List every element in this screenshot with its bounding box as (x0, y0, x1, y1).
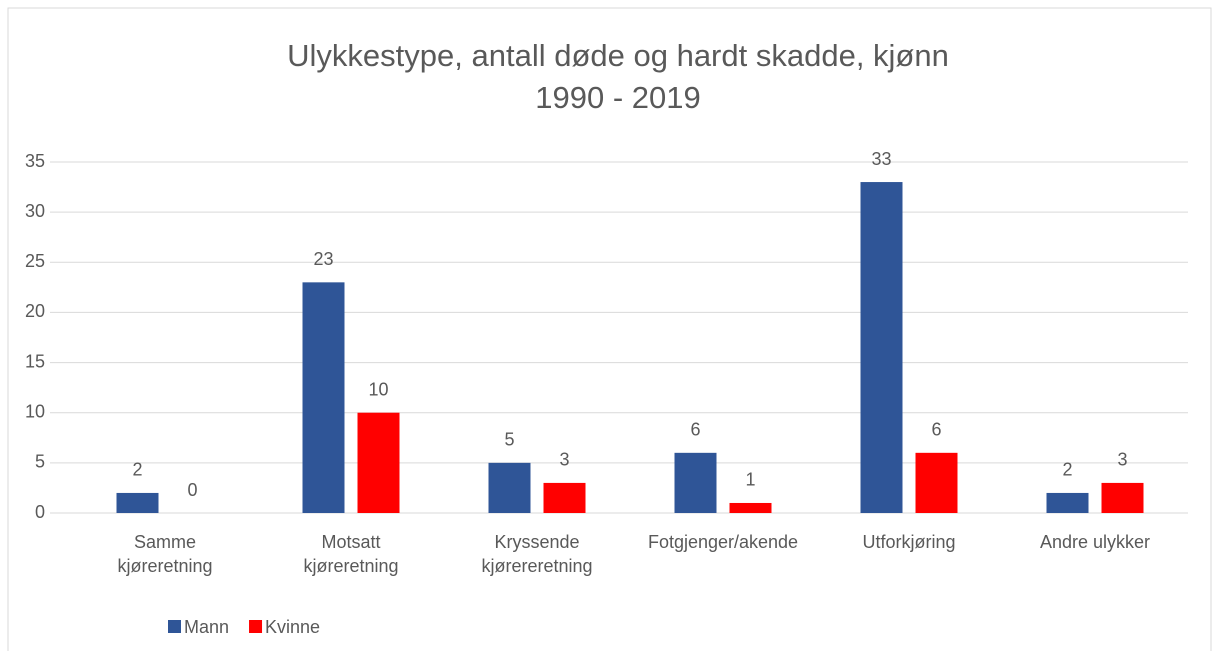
data-label: 6 (931, 420, 941, 440)
data-label: 10 (368, 379, 388, 399)
y-tick-label: 35 (25, 151, 45, 171)
bar (357, 412, 400, 513)
bar (543, 482, 586, 513)
data-label: 23 (313, 249, 333, 269)
y-tick-label: 10 (25, 401, 45, 421)
chart-title: 1990 - 2019 (535, 80, 700, 115)
x-tick-label: Samme kjøreretning (117, 532, 213, 576)
data-label: 33 (871, 149, 891, 169)
bar (1046, 492, 1089, 513)
x-tick-label: Fotgjenger/akende (647, 532, 799, 552)
bar (302, 282, 345, 513)
legend-swatch (249, 620, 263, 633)
chart-border (7, 7, 1212, 651)
data-label: 3 (1117, 450, 1127, 470)
bar (116, 492, 159, 513)
bar (674, 452, 717, 513)
data-label: 2 (132, 460, 142, 480)
data-label: 3 (559, 450, 569, 470)
x-tick-label: Kryssende kjørereretning (481, 532, 593, 576)
y-tick-label: 0 (35, 502, 45, 522)
bar (915, 452, 958, 513)
data-label: 1 (745, 470, 755, 490)
x-tick-label: Utforkjøring (862, 532, 956, 552)
bar (729, 502, 772, 513)
y-tick-label: 25 (25, 251, 45, 271)
data-label: 6 (690, 420, 700, 440)
legend-swatch (168, 620, 181, 633)
data-label: 0 (187, 480, 197, 500)
bar (1101, 482, 1144, 513)
data-label: 2 (1062, 460, 1072, 480)
bar (860, 182, 903, 514)
y-tick-label: 15 (25, 351, 45, 371)
legend-label: Mann (184, 617, 229, 637)
y-tick-label: 5 (35, 452, 45, 472)
data-label: 5 (504, 430, 514, 450)
legend-label: Kvinne (265, 617, 320, 637)
y-tick-label: 20 (25, 301, 45, 321)
bar (488, 462, 531, 513)
x-tick-label: Motsatt kjøreretning (303, 532, 399, 576)
y-tick-label: 30 (25, 201, 45, 221)
chart-title: Ulykkestype, antall døde og hardt skadde… (287, 38, 949, 73)
x-tick-label: Andre ulykker (1039, 532, 1151, 552)
